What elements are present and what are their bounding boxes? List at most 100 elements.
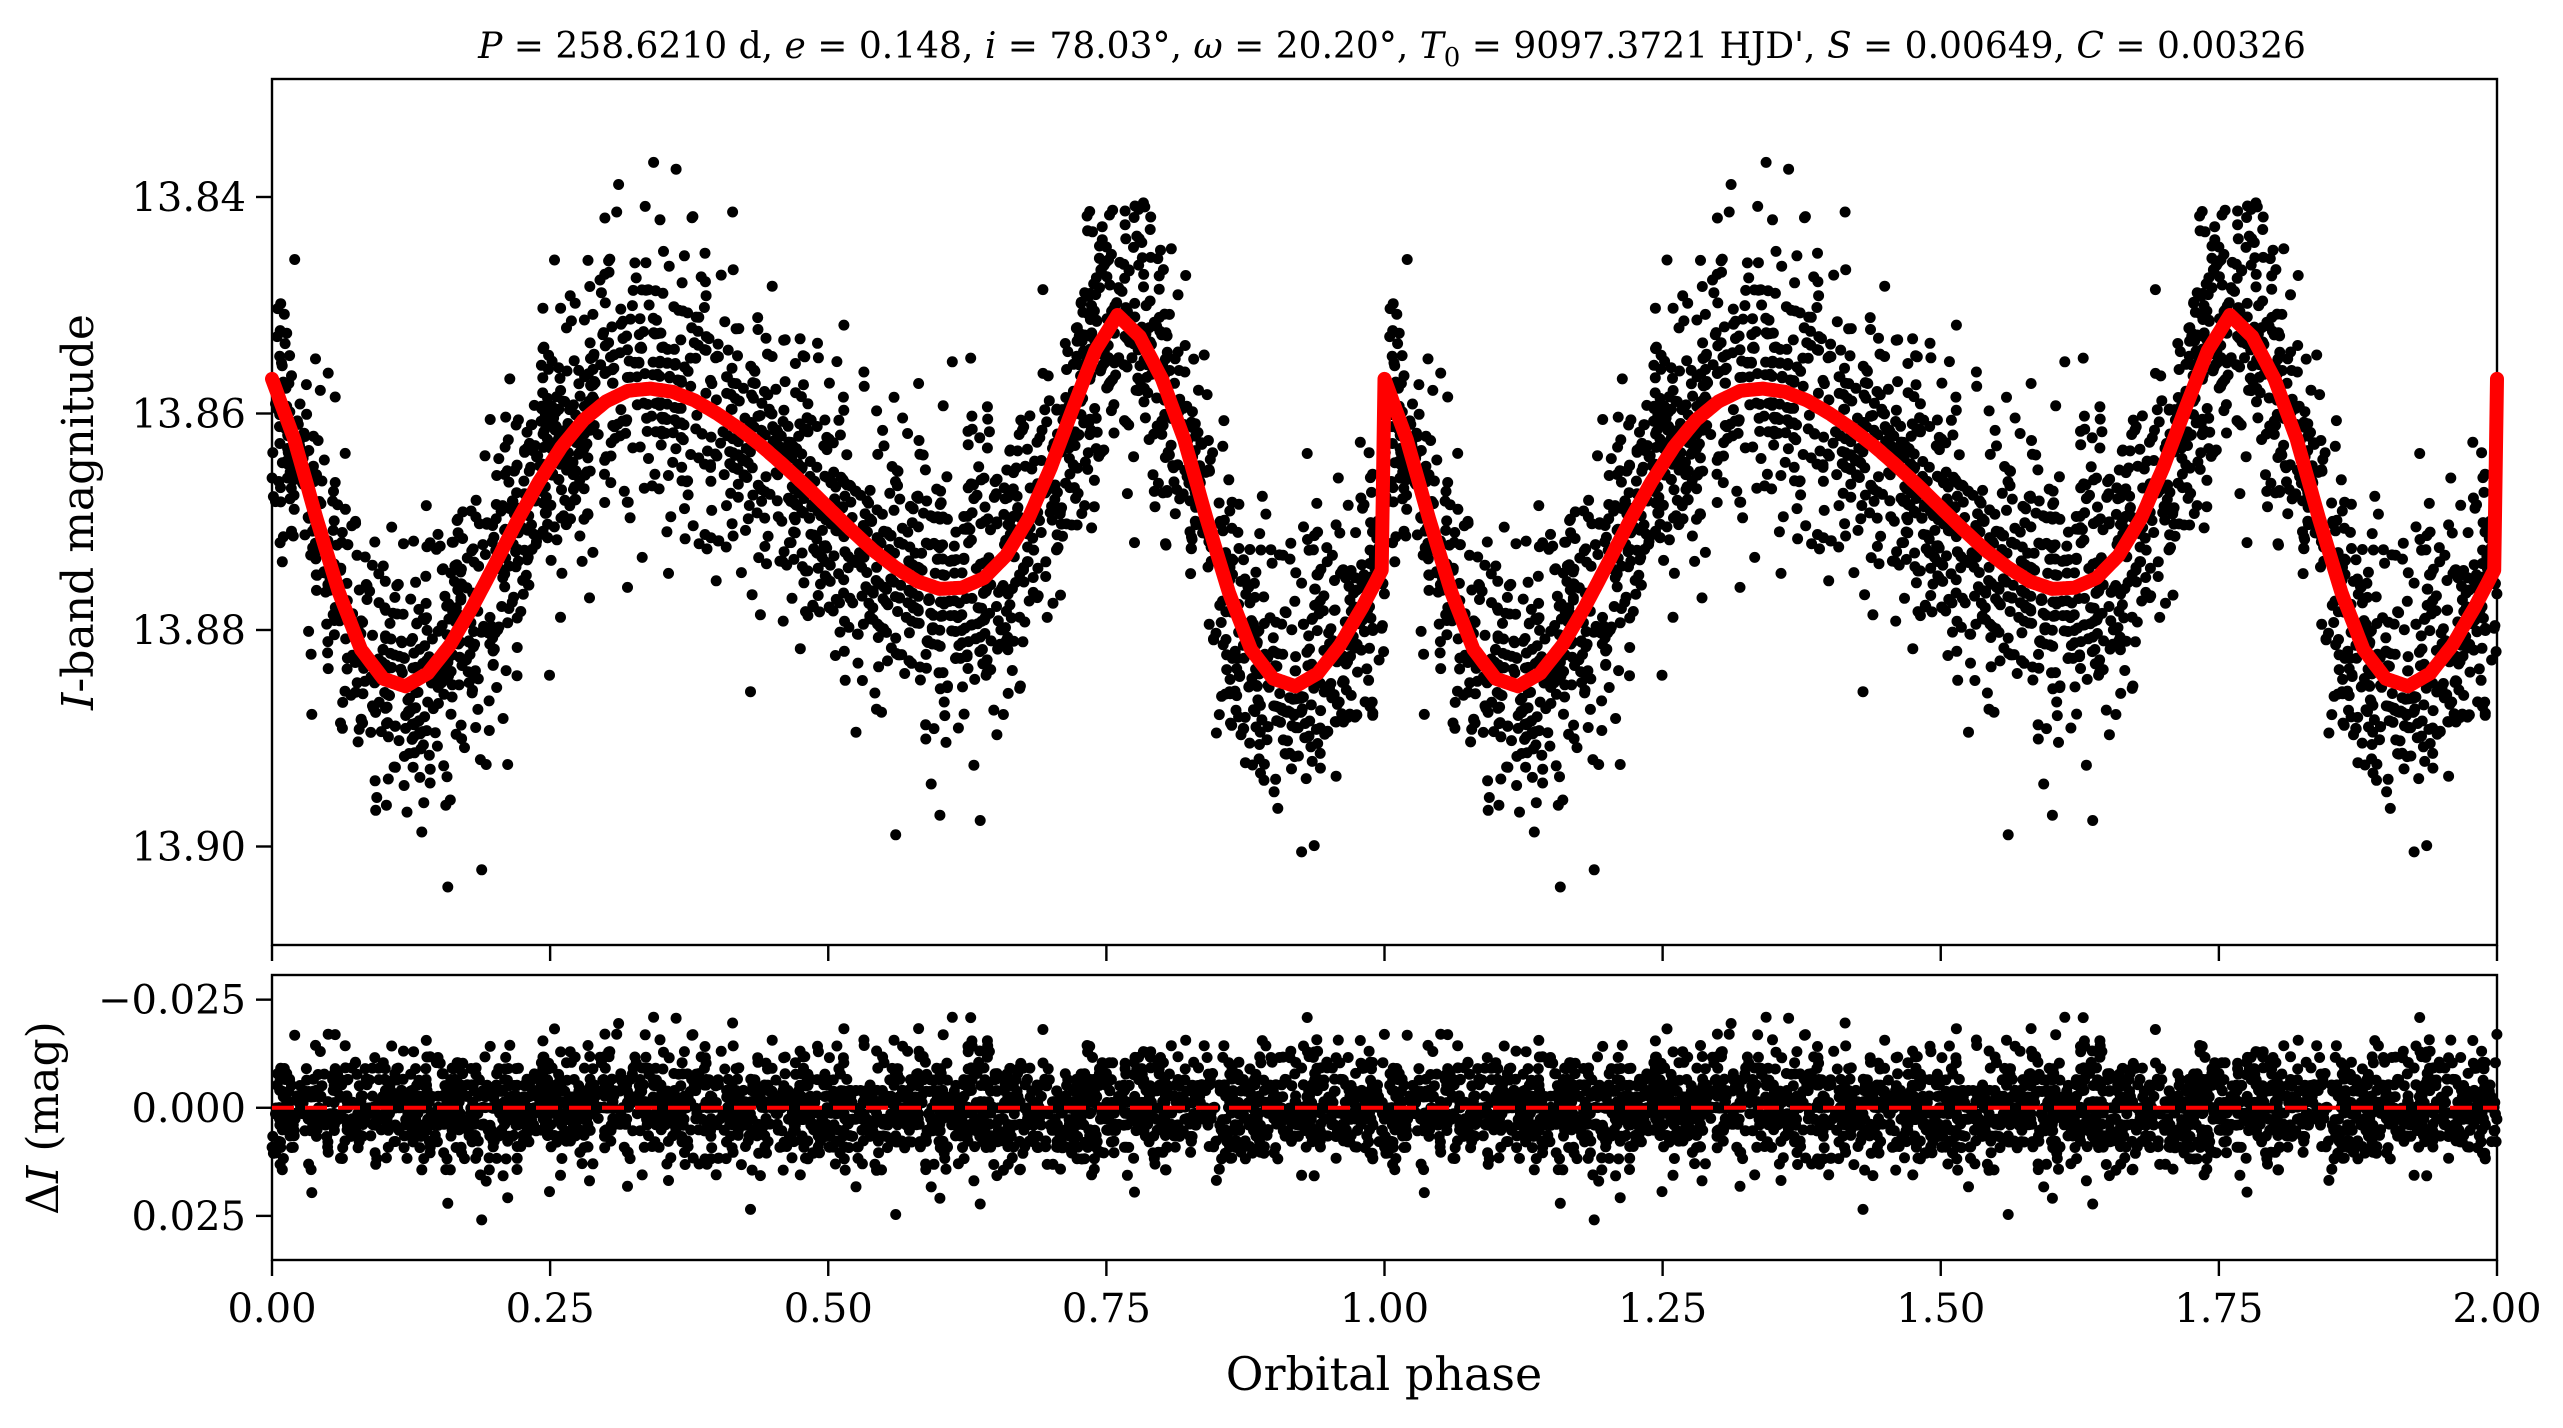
data-point (944, 610, 956, 622)
data-point (2330, 525, 2341, 537)
data-point (2148, 527, 2160, 538)
data-point (1739, 442, 1751, 454)
data-point (2149, 284, 2161, 296)
data-point (1091, 314, 1102, 326)
data-point (584, 465, 596, 477)
data-point (569, 494, 581, 506)
data-point (1203, 618, 1215, 630)
data-point (663, 567, 674, 579)
data-point (2209, 234, 2221, 246)
data-point (2065, 722, 2077, 734)
data-point (869, 687, 881, 699)
data-point (1002, 687, 1014, 699)
data-point (276, 457, 288, 469)
data-point (643, 453, 654, 464)
data-point (825, 477, 837, 489)
data-point (1225, 717, 1236, 729)
data-point (719, 316, 731, 328)
data-point (1789, 305, 1801, 317)
data-point (560, 519, 572, 531)
data-point (823, 433, 835, 445)
data-point (867, 587, 879, 599)
data-point (2352, 757, 2364, 769)
data-point (881, 626, 892, 638)
data-point (1311, 625, 1323, 637)
data-point (1728, 318, 1739, 330)
data-point (2234, 488, 2246, 500)
data-point (429, 727, 441, 739)
data-point (912, 521, 924, 533)
data-point (1185, 568, 1197, 580)
data-point (2490, 646, 2502, 658)
data-point (1268, 786, 1280, 798)
data-point (668, 301, 680, 313)
data-point (400, 722, 412, 734)
data-point (1721, 349, 1733, 361)
data-point (1221, 664, 1233, 676)
data-point (1364, 544, 1376, 556)
data-point (1434, 636, 1446, 648)
data-point (2427, 705, 2439, 717)
data-point (2364, 694, 2376, 706)
data-point (2134, 443, 2146, 455)
data-point (2317, 454, 2329, 465)
data-point (365, 726, 377, 738)
data-point (459, 742, 470, 754)
data-point (2027, 674, 2039, 686)
data-point (920, 648, 932, 660)
data-point (1695, 254, 1706, 266)
data-point (2362, 706, 2373, 718)
data-point (2348, 729, 2359, 741)
data-point (965, 619, 977, 631)
data-point (1305, 741, 1317, 753)
data-point (1113, 284, 1125, 295)
data-point (2282, 508, 2294, 520)
data-point (2155, 370, 2167, 382)
data-point (1301, 646, 1313, 658)
data-point (1061, 518, 1072, 530)
data-point (1144, 224, 1156, 235)
data-point (1373, 654, 1385, 666)
data-point (327, 495, 339, 507)
data-point (1260, 508, 1272, 520)
data-point (1656, 669, 1668, 681)
data-point (1275, 716, 1286, 728)
data-point (2330, 415, 2342, 427)
data-point (1012, 502, 1024, 513)
data-point (413, 603, 425, 615)
data-point (474, 754, 486, 766)
data-point (752, 312, 764, 324)
data-point (1882, 425, 1893, 437)
data-point (829, 650, 841, 661)
data-point (979, 501, 991, 513)
data-point (2136, 410, 2148, 422)
data-point (2236, 265, 2248, 277)
data-point (2337, 673, 2349, 685)
data-point (2086, 602, 2098, 614)
data-point (1179, 340, 1191, 351)
data-point (303, 445, 315, 456)
data-point (500, 665, 512, 677)
data-point (1575, 636, 1587, 648)
data-point (369, 775, 381, 787)
data-point (2396, 692, 2408, 704)
data-point (1985, 661, 1997, 673)
data-point (611, 206, 623, 218)
data-point (2201, 474, 2213, 486)
data-point (1251, 680, 1263, 692)
data-point (624, 512, 636, 524)
data-point (2221, 427, 2232, 439)
data-point (2090, 587, 2102, 599)
data-point (1493, 799, 1505, 811)
data-point (1910, 507, 1922, 519)
data-point (537, 343, 549, 355)
data-point (812, 562, 824, 574)
data-point (2336, 505, 2348, 517)
data-point (1481, 536, 1493, 548)
data-point (998, 482, 1010, 494)
data-point (1568, 733, 1580, 745)
data-point (2366, 528, 2378, 540)
data-point (1920, 601, 1932, 613)
data-point (727, 433, 739, 445)
